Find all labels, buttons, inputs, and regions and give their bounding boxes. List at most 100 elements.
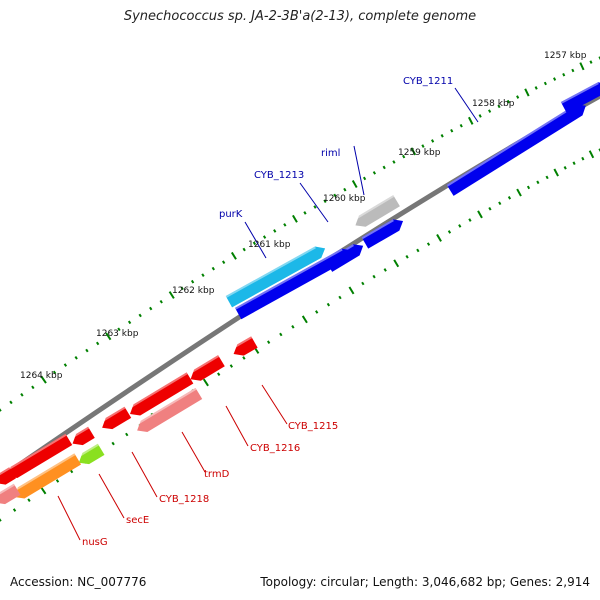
scale-tick — [516, 95, 520, 99]
scale-tick — [242, 356, 246, 360]
gene-cyb-1216 — [126, 372, 194, 416]
gene-cyb-1210-highlight — [560, 82, 599, 104]
scale-tick — [405, 255, 409, 259]
scale-label-1264: 1264 kbp — [20, 371, 63, 381]
gene-features — [0, 82, 600, 505]
gene-label-cyb-1213: CYB_1213 — [254, 170, 304, 181]
scale-tick — [283, 223, 287, 227]
gene-label-purk: purK — [219, 209, 243, 220]
scale-tick — [291, 325, 295, 329]
gene-cyb-1214 — [234, 248, 352, 320]
leader-line — [244, 221, 267, 259]
scale-tick — [201, 273, 205, 277]
gene-cyb-1211-highlight — [446, 104, 577, 187]
scale-label-1263: 1263 kbp — [96, 329, 139, 339]
scale-tick — [333, 193, 337, 198]
scale-tick — [69, 469, 74, 474]
scale-tick — [348, 286, 355, 295]
scale-tick — [488, 206, 492, 211]
gene-purk — [225, 246, 326, 308]
gene-cyb-1212-body — [361, 219, 404, 249]
gene-sece-b — [75, 443, 105, 465]
scale-tick — [507, 196, 512, 200]
scale-tick — [127, 320, 132, 325]
scale-tick — [211, 266, 215, 271]
gene-cyb-1212-highlight — [361, 219, 394, 240]
scale-tick — [27, 498, 31, 503]
scale-tick — [292, 214, 298, 223]
scale-tick — [545, 175, 549, 180]
scale-tick — [313, 205, 317, 209]
scale-tick — [9, 400, 13, 405]
scale-tick — [581, 156, 585, 161]
scale-tick — [436, 233, 442, 242]
gene-left-b-body — [0, 483, 21, 505]
scale-tick — [315, 310, 319, 314]
gene-purk-highlight — [225, 246, 316, 298]
scale-tick — [351, 180, 358, 188]
gene-cyb-1210-body — [560, 82, 600, 114]
genome-title: Synechococcus sp. JA-2-3B'a(2-13), compl… — [123, 9, 477, 24]
gene-label-cyb-1215: CYB_1215 — [288, 421, 338, 432]
scale-tick — [506, 99, 510, 104]
gene-nusg-body — [14, 453, 82, 499]
gene-left-b-highlight — [0, 483, 15, 499]
scale-tick — [497, 104, 501, 109]
scale-tick — [572, 161, 576, 165]
gene-riml — [352, 195, 400, 227]
gene-label-cyb-1216: CYB_1216 — [250, 443, 300, 454]
gene-nusg-a-highlight — [3, 433, 67, 473]
scale-tick — [372, 171, 377, 175]
leader-line — [57, 495, 81, 541]
gene-nusg — [10, 453, 82, 499]
scale-tick — [105, 332, 112, 341]
scale-tick — [498, 201, 502, 206]
scale-label-1258: 1258 kbp — [472, 99, 515, 109]
gene-label-nusg: nusG — [82, 537, 108, 548]
leader-line — [225, 405, 249, 447]
scale-tick — [12, 508, 17, 512]
gene-sece-b-body — [78, 443, 105, 465]
scale-tick — [217, 372, 221, 377]
scale-tick — [477, 210, 483, 219]
scale-tick — [458, 224, 462, 228]
scale-tick — [478, 114, 482, 118]
scale-tick — [222, 260, 226, 265]
scale-tick — [117, 327, 121, 332]
scale-tick — [459, 123, 463, 128]
scale-label-1262: 1262 kbp — [172, 286, 215, 296]
scale-tick — [526, 185, 531, 190]
scale-tick — [543, 81, 547, 86]
gene-cyb-1215-highlight — [230, 336, 253, 351]
scale-tick — [431, 139, 435, 143]
scale-tick — [168, 291, 175, 299]
scale-tick — [326, 302, 331, 307]
scale-tick — [589, 60, 593, 64]
scale-tick — [273, 229, 277, 233]
scale-tick — [563, 166, 567, 170]
scale-tick — [440, 134, 444, 138]
scale-tick — [534, 86, 538, 90]
scale-label-1261: 1261 kbp — [248, 240, 291, 250]
scale-tick — [338, 295, 342, 300]
scale-tick — [562, 72, 566, 77]
scale-tick — [447, 230, 452, 234]
gene-cyb-1210 — [560, 82, 600, 114]
label-leaders — [57, 87, 479, 541]
leader-line — [131, 451, 158, 498]
scale-tick — [149, 306, 153, 311]
gene-trmd-highlight — [133, 387, 197, 427]
scale-tick — [393, 259, 400, 268]
scale-tick — [323, 199, 327, 203]
gene-label-sece: secE — [126, 515, 149, 526]
gene-cyb-1212 — [361, 219, 404, 249]
gene-sece-body — [72, 426, 95, 446]
gene-trmd — [133, 387, 203, 432]
scale-tick — [343, 187, 347, 192]
scale-tick — [571, 68, 575, 73]
scale-tick — [279, 332, 283, 337]
gene-cyb-1216-body — [129, 372, 194, 416]
outer-scale-dots — [0, 56, 600, 412]
scale-tick — [553, 168, 559, 177]
leader-line — [454, 87, 479, 123]
